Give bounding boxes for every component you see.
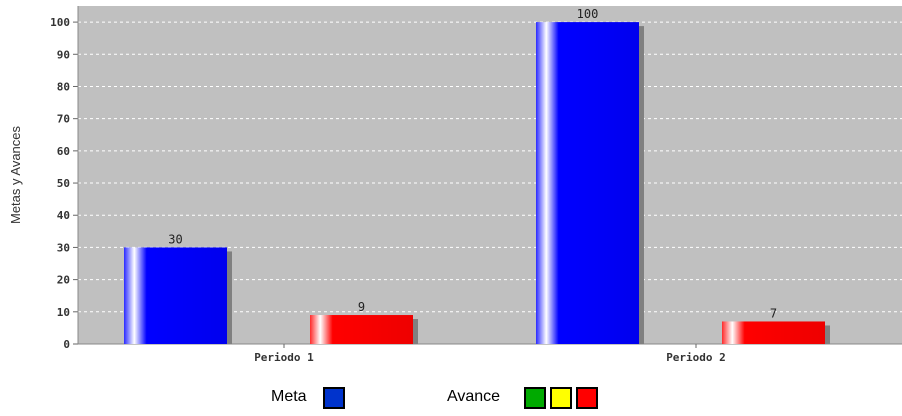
y-tick-label: 100 xyxy=(50,16,70,29)
y-tick-label: 20 xyxy=(57,274,70,287)
legend-avance-label: Avance xyxy=(447,388,501,405)
legend-avance-swatch-yellow xyxy=(550,387,572,409)
y-tick-label: 60 xyxy=(57,145,70,158)
y-tick-label: 10 xyxy=(57,306,70,319)
y-tick-label: 90 xyxy=(57,48,70,61)
bar-chart: 0 10 20 30 40 50 60 70 80 90 100 Periodo 1 Periodo 2… xyxy=(8,6,902,364)
y-tick-label: 80 xyxy=(57,80,70,93)
legend-avance-swatch-red xyxy=(576,387,598,409)
y-tick-label: 30 xyxy=(57,241,70,254)
legend-avance-swatch-green xyxy=(524,387,546,409)
legend: Meta Avance xyxy=(0,386,902,412)
axes: 0 10 20 30 40 50 60 70 80 90 100 Periodo 1 Periodo 2 xyxy=(50,6,902,364)
legend-meta-swatch xyxy=(323,387,345,409)
x-tick-label: Periodo 2 xyxy=(666,351,726,364)
bars: 30 9 100 7 xyxy=(124,7,830,344)
data-label: 30 xyxy=(168,232,182,246)
y-tick-label: 40 xyxy=(57,209,70,222)
y-tick-label: 70 xyxy=(57,113,70,126)
y-tick-label: 50 xyxy=(57,177,70,190)
x-tick-label: Periodo 1 xyxy=(254,351,314,364)
bar xyxy=(124,247,227,344)
bar xyxy=(310,315,413,344)
legend-meta-label: Meta xyxy=(271,388,307,405)
y-axis-label: Metas y Avances xyxy=(8,125,23,224)
data-label: 7 xyxy=(770,306,777,320)
grid-lines xyxy=(78,21,902,313)
bar xyxy=(722,321,825,344)
data-label: 9 xyxy=(358,300,365,314)
y-tick-label: 0 xyxy=(63,338,70,351)
bar xyxy=(536,22,639,344)
data-label: 100 xyxy=(577,7,599,21)
